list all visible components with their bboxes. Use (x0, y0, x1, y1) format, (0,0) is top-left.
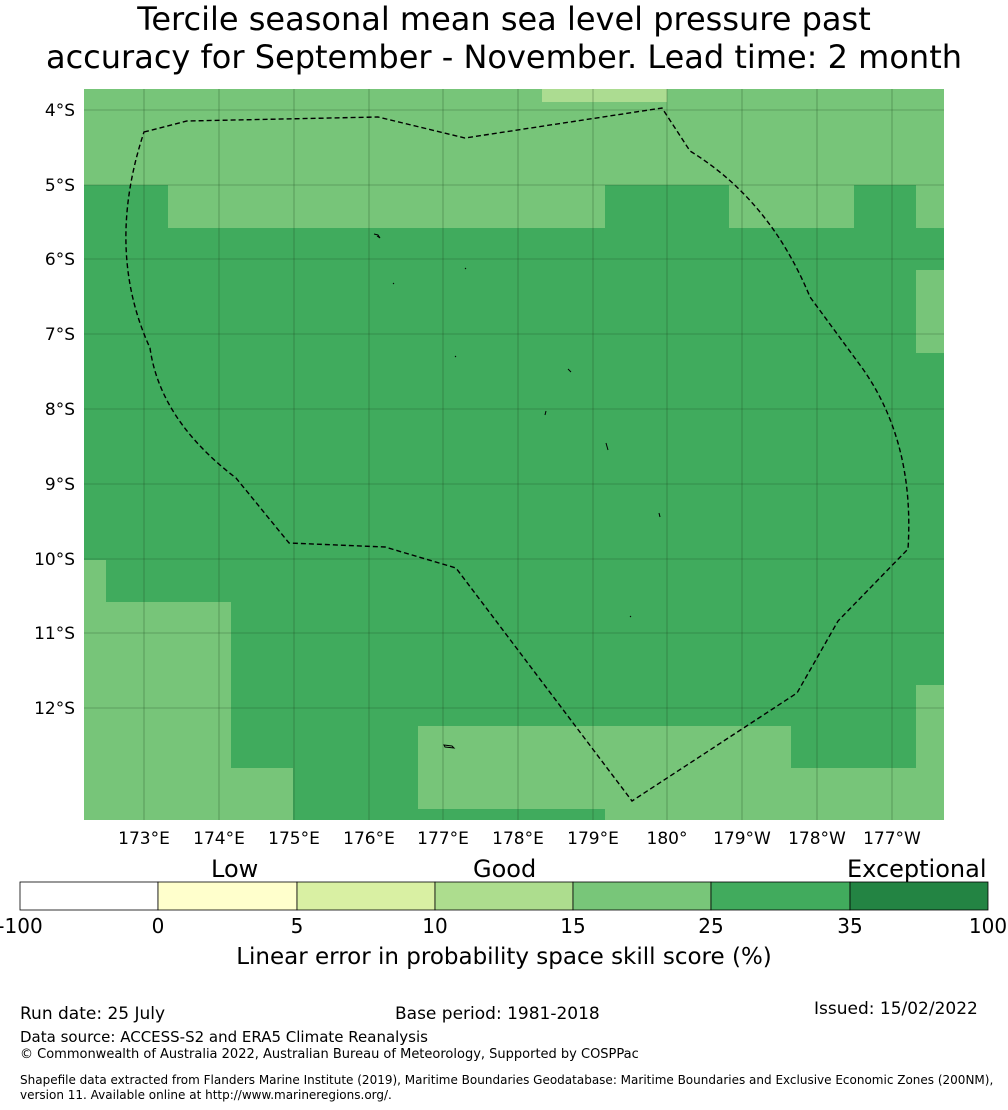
island-outline (464, 267, 467, 270)
skill-cell (84, 89, 944, 185)
latitude-tick-label: 5°S (45, 176, 75, 196)
eez-boundary (125, 107, 910, 802)
issued-date: Issued: 15/02/2022 (814, 999, 978, 1019)
colorbar-segments (19, 881, 989, 911)
skill-cell (916, 185, 944, 228)
island-outline (443, 744, 456, 749)
latitude-tick-label: 12°S (34, 699, 75, 719)
colorbar-segment (157, 881, 298, 911)
latitude-tick-label: 11°S (34, 624, 75, 644)
island-outline (658, 512, 661, 518)
island-outline (605, 442, 609, 451)
longitude-tick-label: 179°E (567, 829, 619, 849)
skill-cell (84, 602, 231, 820)
skill-cell (916, 270, 944, 353)
base-period: Base period: 1981-2018 (395, 1004, 600, 1024)
colorbar-tick-label: 0 (151, 914, 165, 938)
skill-cell (542, 89, 667, 102)
island-outline (373, 233, 381, 239)
latitude-labels: 4°S 5°S 6°S 7°S 8°S 9°S 10°S 11°S 12°S (34, 101, 75, 719)
skill-map: 4°S 5°S 6°S 7°S 8°S 9°S 10°S 11°S 12°S 173°E 174°… (34, 89, 944, 849)
latitude-tick-label: 9°S (45, 475, 75, 495)
colorbar-segment (572, 881, 712, 911)
colorbar-segment (19, 881, 159, 911)
island-outline (454, 355, 457, 358)
island-outlines (373, 233, 661, 749)
skill-cell (791, 768, 944, 809)
colorbar-tick-label: 15 (560, 914, 586, 938)
copyright: © Commonwealth of Australia 2022, Austra… (20, 1047, 639, 1062)
category-low: Low (211, 855, 259, 883)
skill-grid-cells (84, 89, 944, 820)
longitude-tick-label: 175°E (268, 829, 320, 849)
title-line-2: accuracy for September - November. Lead … (45, 38, 963, 76)
skill-cell (231, 768, 293, 820)
longitude-tick-label: 177°E (417, 829, 469, 849)
run-date: Run date: 25 July (20, 1004, 166, 1024)
colorbar-tick-label: 5 (290, 914, 304, 938)
longitude-tick-label: 178°W (788, 829, 846, 849)
map-gridlines (84, 89, 944, 820)
skill-cell (729, 185, 854, 228)
colorbar-segment (434, 881, 574, 911)
colorbar-tick-label: 100 (968, 914, 1008, 938)
longitude-tick-label: 173°E (118, 829, 170, 849)
longitude-tick-label: 174°E (193, 829, 245, 849)
latitude-tick-label: 7°S (45, 325, 75, 345)
skill-cell (84, 560, 106, 602)
island-outline (392, 282, 395, 285)
latitude-tick-label: 8°S (45, 400, 75, 420)
island-outline (567, 368, 572, 373)
longitude-tick-label: 176°E (343, 829, 395, 849)
category-exceptional: Exceptional (847, 855, 987, 883)
colorbar-label: Linear error in probability space skill … (236, 944, 772, 970)
longitude-tick-label: 178°E (492, 829, 544, 849)
latitude-tick-label: 10°S (34, 550, 75, 570)
shapefile-credit: Shapefile data extracted from Flanders M… (20, 1073, 994, 1102)
chart-title: Tercile seasonal mean sea level pressure… (0, 0, 1008, 76)
colorbar-tick-label: 35 (837, 914, 863, 938)
category-good: Good (473, 855, 537, 883)
colorbar-tick-label: 25 (698, 914, 724, 938)
title-line-1: Tercile seasonal mean sea level pressure… (137, 0, 871, 38)
island-outline (544, 410, 547, 416)
skill-cell (418, 726, 791, 809)
longitude-tick-label: 179°W (713, 829, 771, 849)
longitude-labels: 173°E 174°E 175°E 176°E 177°E 178°E 179°E 180° 1… (118, 829, 921, 849)
colorbar-tick-label: 10 (422, 914, 448, 938)
latitude-tick-label: 4°S (45, 101, 75, 121)
skill-cell (605, 809, 944, 820)
colorbar-segment (296, 881, 436, 911)
data-source: Data source: ACCESS-S2 and ERA5 Climate … (20, 1028, 428, 1046)
latitude-tick-label: 6°S (45, 250, 75, 270)
colorbar-tick-label: -100 (0, 914, 43, 938)
skill-cell (168, 185, 605, 228)
longitude-tick-label: 177°W (863, 829, 921, 849)
skill-cell (916, 685, 944, 768)
longitude-tick-label: 180° (647, 829, 688, 849)
colorbar-segment (849, 881, 989, 911)
island-outline (629, 615, 632, 618)
colorbar-segment (710, 881, 851, 911)
colorbar (19, 881, 989, 911)
